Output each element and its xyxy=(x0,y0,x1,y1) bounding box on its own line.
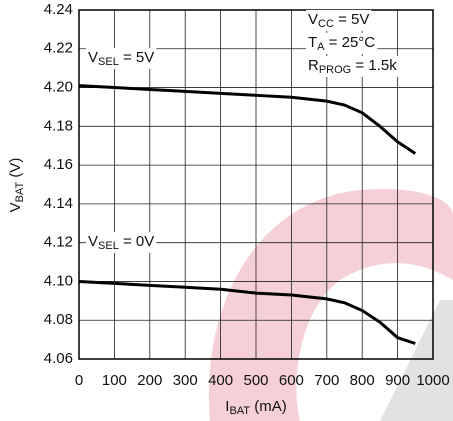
annotation: VSEL = 5V xyxy=(88,49,154,68)
y-tick-label: 4.10 xyxy=(44,272,73,289)
y-tick-label: 4.14 xyxy=(44,195,73,212)
x-tick-label: 400 xyxy=(208,372,233,389)
subscript: BAT xyxy=(229,405,250,417)
y-tick-label: 4.24 xyxy=(44,1,73,18)
annotation: VCC = 5V xyxy=(308,11,369,30)
text-part: R xyxy=(308,57,319,74)
annotation-bg xyxy=(86,231,157,253)
y-tick-label: 4.08 xyxy=(44,311,73,328)
x-axis-label: IBAT (mA) xyxy=(225,398,286,417)
y-tick-label: 4.20 xyxy=(44,79,73,96)
plot-frame xyxy=(78,9,434,360)
subscript: BAT xyxy=(14,182,26,203)
annotation: VSEL = 0V xyxy=(88,233,154,252)
x-tick-label: 1000 xyxy=(416,372,449,389)
annotation: TA = 25°C xyxy=(308,34,375,53)
x-tick-label: 200 xyxy=(137,372,162,389)
text-part: V xyxy=(7,202,24,212)
text-part: = 25°C xyxy=(325,34,376,51)
x-tick-label: 800 xyxy=(350,372,375,389)
subscript: SEL xyxy=(98,56,119,68)
subscript: PROG xyxy=(319,64,351,76)
text-part: = 5V xyxy=(119,49,154,66)
text-part: = 1.5k xyxy=(351,57,397,74)
data-line xyxy=(78,279,416,345)
x-tick-label: 0 xyxy=(75,372,83,389)
text-part: V xyxy=(88,49,98,66)
subscript: CC xyxy=(318,18,334,30)
text-part: V xyxy=(308,11,318,28)
watermark xyxy=(208,189,453,421)
x-tick-label: 700 xyxy=(314,372,339,389)
text-part: T xyxy=(308,34,317,51)
y-tick-label: 4.18 xyxy=(44,117,73,134)
text-part: V xyxy=(88,233,98,250)
text-part: I xyxy=(225,398,229,415)
subscript: SEL xyxy=(98,240,119,252)
y-tick-label: 4.06 xyxy=(44,350,73,367)
y-tick-label: 4.22 xyxy=(44,40,73,57)
text-part: = 5V xyxy=(334,11,369,28)
x-tick-label: 500 xyxy=(243,372,268,389)
x-tick-label: 900 xyxy=(385,372,410,389)
text-part: (V) xyxy=(7,158,24,182)
annotation-bg xyxy=(306,55,400,77)
annotation-bg xyxy=(306,32,378,54)
data-line xyxy=(78,84,417,155)
text-part: (mA) xyxy=(250,398,287,415)
x-tick-label: 600 xyxy=(279,372,304,389)
annotation-bg xyxy=(306,9,372,31)
watermark xyxy=(380,300,453,421)
x-tick-label: 100 xyxy=(102,372,127,389)
text-part: = 0V xyxy=(119,233,154,250)
y-tick-label: 4.16 xyxy=(44,156,73,173)
x-tick-label: 300 xyxy=(173,372,198,389)
y-axis-label: VBAT (V) xyxy=(7,158,26,213)
subscript: A xyxy=(317,41,325,53)
annotation-bg xyxy=(86,47,157,69)
annotation: RPROG = 1.5k xyxy=(308,57,397,76)
y-tick-label: 4.12 xyxy=(44,234,73,251)
